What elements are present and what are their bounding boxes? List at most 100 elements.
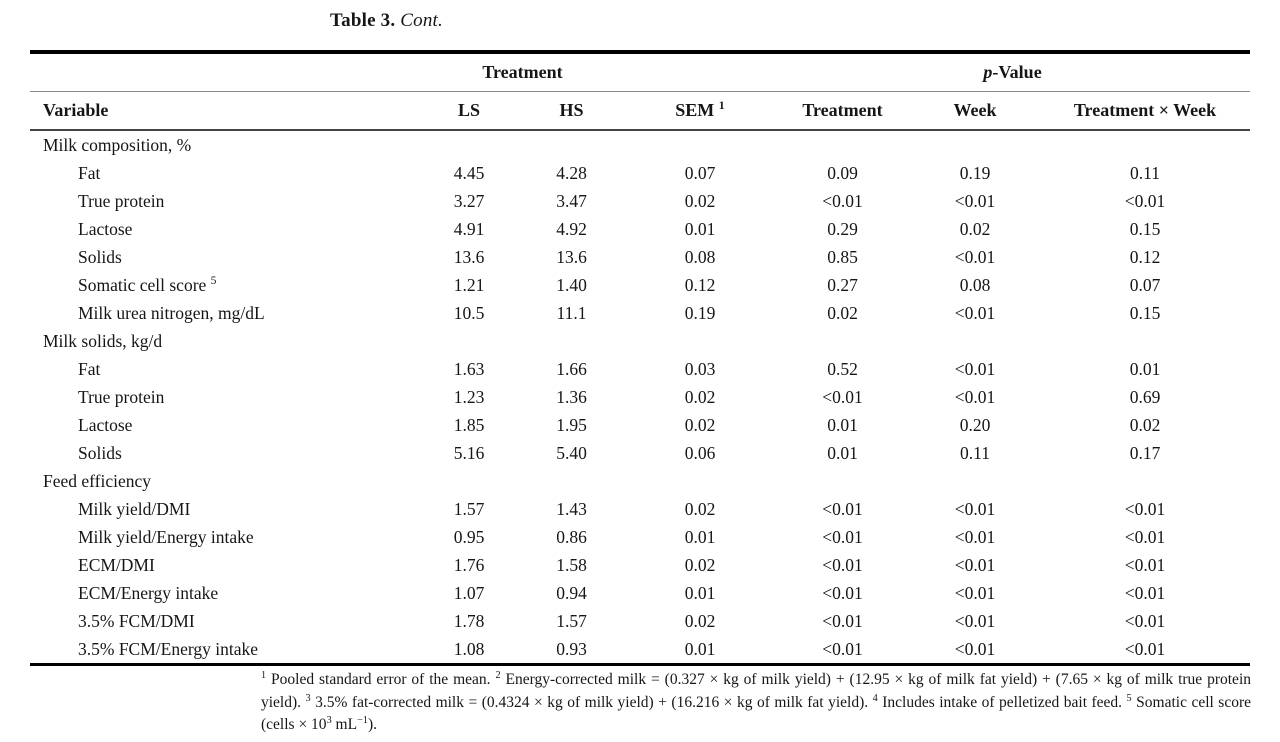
cell-value: 0.69 [1129, 386, 1161, 407]
cell-value: 0.19 [684, 302, 716, 323]
row-label: True protein [30, 383, 420, 411]
row-label: Solids [30, 243, 420, 271]
cell-value: 0.06 [684, 442, 716, 463]
table-row: 3.5% FCM/Energy intake 1.08 0.93 0.01 <0.01 <… [30, 635, 1250, 665]
cell-value: 1.08 [453, 638, 485, 659]
cell-value: 0.01 [827, 414, 858, 435]
section-header: Feed efficiency [43, 470, 152, 491]
row-label-text: Fat [78, 162, 101, 183]
cell-value: <0.01 [1124, 498, 1166, 519]
cell-value: 1.66 [556, 358, 587, 379]
cell-value: 0.02 [684, 414, 716, 435]
cell-value: 13.6 [453, 246, 485, 267]
column-header-ls: LS [420, 91, 518, 131]
cell-value: 1.95 [556, 414, 587, 435]
cell-value: 0.29 [827, 218, 858, 239]
row-label-text: Lactose [78, 218, 133, 239]
cell-value: 0.85 [827, 246, 858, 267]
cell-value: <0.01 [1124, 554, 1166, 575]
table-row: Solids 13.6 13.6 0.08 0.85 <0.01 0.12 [30, 243, 1250, 271]
cell-value: <0.01 [822, 582, 863, 603]
cell-value: 0.02 [959, 218, 991, 239]
table-row: Milk yield/DMI 1.57 1.43 0.02 <0.01 <0.01 <0.0… [30, 495, 1250, 523]
table-row: Solids 5.16 5.40 0.06 0.01 0.11 0.17 [30, 439, 1250, 467]
cell-value: <0.01 [1124, 190, 1166, 211]
cell-value: 0.02 [684, 386, 716, 407]
section-header: Milk composition, % [43, 134, 192, 155]
row-label: Somatic cell score 5 [30, 271, 420, 299]
cell-value: 0.01 [827, 442, 858, 463]
row-label-text: 3.5% FCM/Energy intake [78, 638, 259, 659]
row-label: Fat [30, 159, 420, 187]
column-header-hs: HS [518, 91, 625, 131]
row-label-text: ECM/Energy intake [78, 582, 219, 603]
cell-value: 0.02 [827, 302, 858, 323]
row-label-superscript: 5 [210, 274, 217, 287]
cell-value: 0.07 [1129, 274, 1161, 295]
cell-value: 0.02 [684, 610, 716, 631]
cell-value: <0.01 [954, 610, 996, 631]
cell-value: 0.52 [827, 358, 858, 379]
row-label: Milk urea nitrogen, mg/dL [30, 299, 420, 327]
row-label-text: Lactose [78, 414, 133, 435]
cell-value: 0.93 [556, 638, 587, 659]
row-label-text: True protein [78, 190, 165, 211]
table-row: Fat 4.45 4.28 0.07 0.09 0.19 0.11 [30, 159, 1250, 187]
cell-value: 0.12 [1129, 246, 1161, 267]
row-label: Solids [30, 439, 420, 467]
row-label-text: ECM/DMI [78, 554, 155, 575]
cell-value: 1.76 [453, 554, 485, 575]
table-row: Lactose 1.85 1.95 0.02 0.01 0.20 0.02 [30, 411, 1250, 439]
cell-value: 1.85 [453, 414, 485, 435]
cell-value: <0.01 [954, 190, 996, 211]
row-label-text: Solids [78, 442, 122, 463]
cell-value: 0.15 [1129, 302, 1161, 323]
row-label: ECM/Energy intake [30, 579, 420, 607]
spanner-treatment: Treatment [420, 52, 625, 92]
column-header-p-treatment: Treatment [775, 91, 910, 131]
cell-value: 4.91 [453, 218, 485, 239]
cell-value: 0.02 [684, 554, 716, 575]
column-header-variable: Variable [30, 91, 420, 131]
cell-value: <0.01 [822, 498, 863, 519]
row-label-text: True protein [78, 386, 165, 407]
cell-value: 0.17 [1129, 442, 1161, 463]
cell-value: 5.40 [556, 442, 587, 463]
spanner-spacer-sem [625, 52, 775, 92]
cell-value: 0.20 [959, 414, 991, 435]
cell-value: <0.01 [954, 554, 996, 575]
cell-value: <0.01 [954, 358, 996, 379]
cell-value: 0.27 [827, 274, 858, 295]
cell-value: <0.01 [954, 582, 996, 603]
cell-value: <0.01 [822, 386, 863, 407]
cell-value: 5.16 [453, 442, 485, 463]
cell-value: 1.57 [556, 610, 587, 631]
cell-value: <0.01 [954, 302, 996, 323]
cell-value: 1.36 [556, 386, 587, 407]
row-label: True protein [30, 187, 420, 215]
row-label: 3.5% FCM/DMI [30, 607, 420, 635]
column-header-row: Variable LS HS SEM 1 Treatment Week Trea… [30, 91, 1251, 131]
cell-value: 0.19 [959, 162, 991, 183]
cell-value: 0.01 [684, 526, 716, 547]
row-label: Lactose [30, 215, 420, 243]
cell-value: 4.92 [556, 218, 587, 239]
cell-value: 1.40 [556, 274, 587, 295]
cell-value: 1.57 [453, 498, 485, 519]
row-label: Fat [30, 355, 420, 383]
cell-value: <0.01 [1124, 582, 1166, 603]
row-label-text: Milk yield/Energy intake [78, 526, 254, 547]
table-row: ECM/Energy intake 1.07 0.94 0.01 <0.01 <0.01 <… [30, 579, 1250, 607]
table-row: Fat 1.63 1.66 0.03 0.52 <0.01 0.01 [30, 355, 1250, 383]
table-title: Table 3. Cont. [330, 10, 443, 31]
spanner-row: Treatment p-Value [30, 52, 1251, 92]
cell-value: 0.94 [556, 582, 587, 603]
cell-value: 0.08 [684, 246, 716, 267]
cell-value: 4.45 [453, 162, 485, 183]
cell-value: <0.01 [822, 610, 863, 631]
cell-value: <0.01 [1124, 526, 1166, 547]
cell-value: 4.28 [556, 162, 587, 183]
cell-value: 0.95 [453, 526, 485, 547]
row-label: Milk yield/DMI [30, 495, 420, 523]
